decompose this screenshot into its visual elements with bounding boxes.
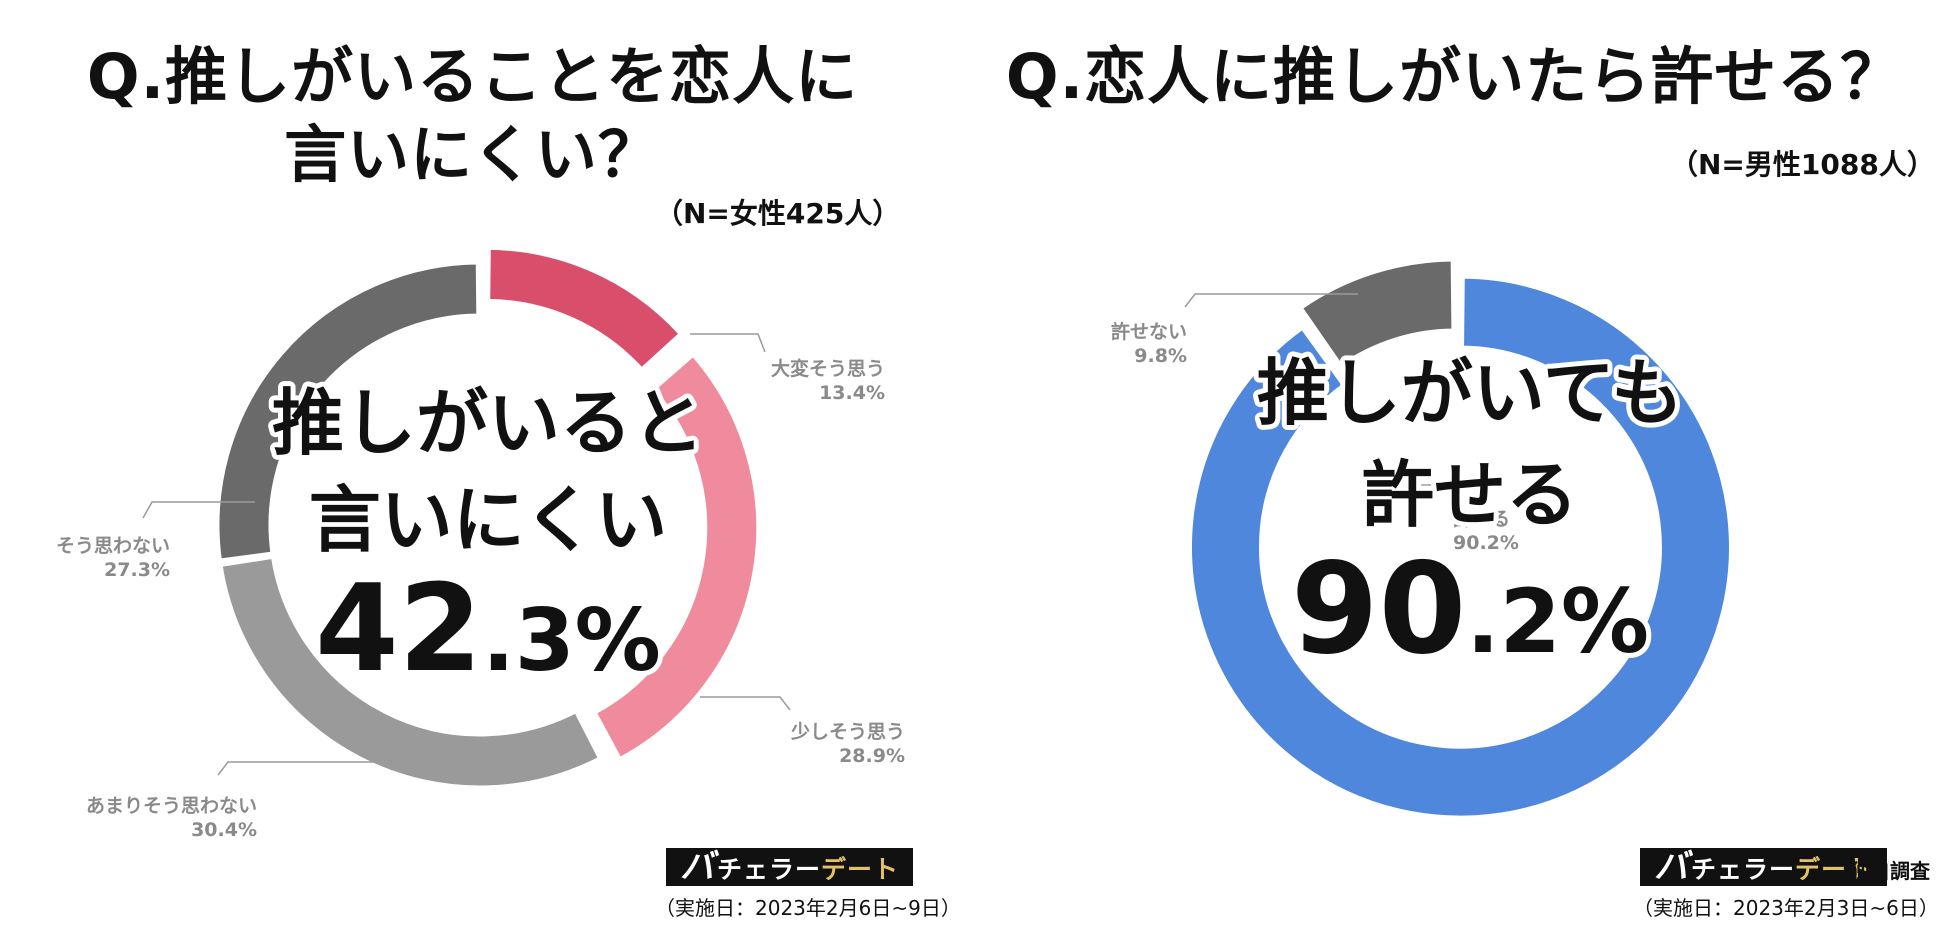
right-slice-value-1: 9.8% xyxy=(1134,345,1187,367)
right-brand-logo: バチェラーデート xyxy=(1640,847,1888,887)
right-center-line1: 推しがいても xyxy=(1257,351,1683,435)
left-leader-2 xyxy=(217,761,392,776)
right-logo-gold: デート xyxy=(1795,855,1874,884)
left-logo-gold: デート xyxy=(821,855,900,884)
right-slice-value-0: 90.2% xyxy=(1453,532,1519,554)
right-logo-big: バ xyxy=(1654,847,1689,887)
left-center-value-dec: .3% xyxy=(482,591,661,691)
right-sample-size: （N=男性1088人） xyxy=(1670,148,1935,181)
left-title-line1: Q.推しがいることを恋人に xyxy=(86,40,859,113)
right-logo-white: チェラー xyxy=(1691,855,1796,884)
right-slice-label-1: 許せない xyxy=(1111,320,1187,343)
right-center-line2: 許せる xyxy=(1362,453,1578,537)
left-slice-label-1: 少しそう思う xyxy=(790,721,905,743)
right-slice-0 xyxy=(1188,275,1732,819)
left-logo-big: バ xyxy=(680,847,715,887)
left-leader-3 xyxy=(142,501,255,519)
right-chart-panel: Q.恋人に推しがいたら許せる？ （N=男性1088人） 許せる 90.2% 許せない… xyxy=(975,0,1950,925)
left-survey-date: （実施日：2023年2月6日~9日） xyxy=(655,896,961,920)
right-survey-tag: 独自調査 xyxy=(1850,859,1930,883)
left-chart-panel: Q.推しがいることを恋人に 言いにくい？ （N=女性425人） 大変そう思う 13… xyxy=(0,38,961,920)
left-center-value: 42.3% xyxy=(315,560,661,699)
left-center-value-int: 42 xyxy=(315,560,482,699)
right-survey-date: （実施日：2023年2月3日~6日） xyxy=(1633,896,1939,920)
left-leader-0 xyxy=(690,333,766,353)
left-slice-2 xyxy=(219,555,602,789)
left-slice-value-2: 30.4% xyxy=(191,819,257,841)
left-slice-1 xyxy=(593,353,760,761)
right-leader-1 xyxy=(1184,293,1358,308)
right-center-value-int: 90 xyxy=(1291,535,1466,682)
left-title-line2: 言いにくい？ xyxy=(284,118,661,191)
right-chart-title: Q.恋人に推しがいたら許せる？ xyxy=(967,38,1942,116)
left-brand-logo: バチェラーデート xyxy=(666,847,914,887)
left-slice-0 xyxy=(487,246,683,372)
left-center-line1: 推しがいると xyxy=(272,381,704,465)
right-slice-label-0: 許せる xyxy=(1453,507,1510,530)
left-sample-size: （N=女性425人） xyxy=(655,197,901,230)
left-slice-label-3: そう思わない xyxy=(56,535,170,557)
right-center-value-dec: .2% xyxy=(1466,570,1649,673)
right-slice-1 xyxy=(1299,258,1455,368)
right-leader-0 xyxy=(1387,484,1453,503)
right-center-value: 90.2% xyxy=(1291,535,1649,682)
left-slice-value-1: 28.9% xyxy=(839,745,905,767)
left-center-line2: 言いにくい xyxy=(309,478,668,562)
right-title-line1: Q.恋人に推しがいたら許せる？ xyxy=(1005,40,1904,113)
left-slice-value-3: 27.3% xyxy=(104,559,170,581)
left-chart-title: Q.推しがいることを恋人に 言いにくい？ xyxy=(0,38,960,194)
left-logo-white: チェラー xyxy=(717,855,822,884)
left-slice-label-2: あまりそう思わない xyxy=(86,795,257,817)
left-slice-value-0: 13.4% xyxy=(819,382,885,404)
left-leader-1 xyxy=(700,696,791,711)
left-slice-label-0: 大変そう思う xyxy=(771,357,885,380)
left-slice-3 xyxy=(216,261,480,562)
